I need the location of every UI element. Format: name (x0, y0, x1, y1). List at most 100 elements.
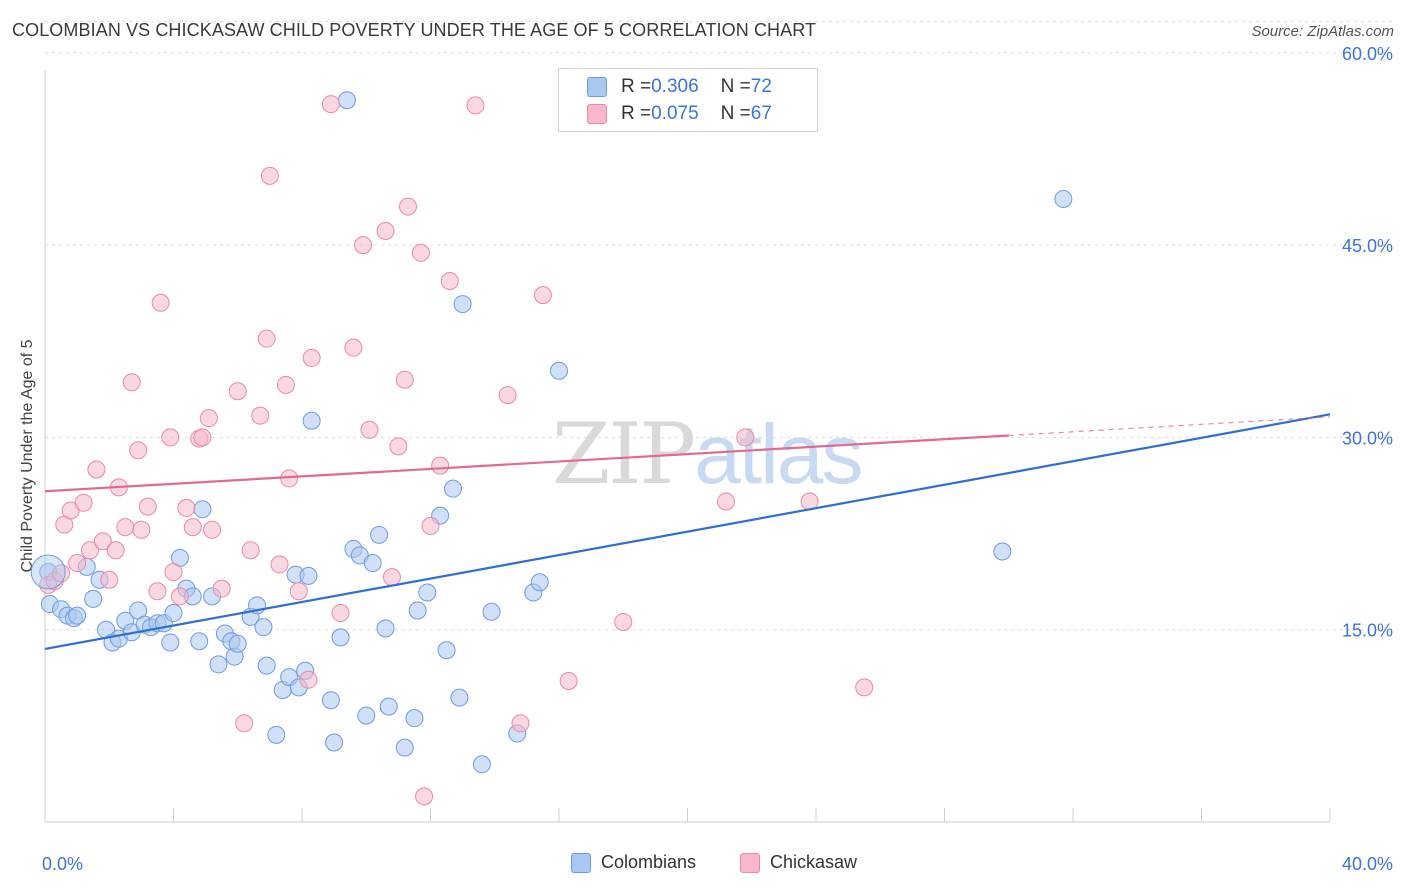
point-colombians (482, 602, 501, 621)
tick-labels: 15.0% 30.0% 45.0% 60.0% 0.0% 40.0% (42, 44, 1393, 874)
point-chickasaw (199, 409, 218, 428)
point-chickasaw (257, 329, 276, 348)
point-colombians (84, 589, 103, 608)
point-colombians (472, 755, 491, 774)
point-chickasaw (241, 541, 260, 560)
point-colombians (331, 628, 350, 647)
point-chickasaw (106, 541, 125, 560)
legend-n-label: N = (720, 76, 751, 97)
point-chickasaw (80, 541, 99, 560)
point-chickasaw (331, 604, 350, 623)
point-chickasaw (533, 286, 552, 305)
bottom-legend-swatch-chickasaw (740, 852, 760, 873)
point-chickasaw (399, 197, 418, 216)
point-colombians (190, 632, 209, 651)
point-colombians (363, 554, 382, 573)
point-chickasaw (736, 428, 755, 447)
bottom-legend-chickasaw: Chickasaw (740, 852, 857, 873)
point-colombians (357, 706, 376, 725)
legend-r-label: R = (621, 103, 652, 124)
point-chickasaw (415, 787, 434, 806)
data-points (30, 91, 1073, 806)
legend-n-label: N = (720, 103, 751, 124)
y-tick-label: 15.0% (1342, 621, 1393, 641)
point-colombians (450, 688, 469, 707)
point-chickasaw (203, 520, 222, 539)
point-chickasaw (431, 456, 450, 475)
bottom-legend-swatch-colombians (571, 852, 591, 873)
point-colombians (209, 655, 228, 674)
trend-line-colombians (44, 413, 1331, 651)
axes (44, 70, 1331, 823)
legend-r-value-chickasaw: 0.075 (651, 103, 699, 124)
point-colombians (395, 738, 414, 757)
correlation-legend: R = 0.306 N = 72 R = 0.075 N = 67 (558, 68, 818, 132)
watermark-atlas: atlas (694, 407, 863, 501)
x-tick-label-max: 40.0% (1342, 854, 1393, 874)
point-chickasaw (276, 375, 295, 394)
point-chickasaw (138, 497, 157, 516)
point-chickasaw (440, 271, 459, 290)
point-chickasaw (382, 568, 401, 587)
legend-n-value-colombians: 72 (750, 76, 772, 97)
point-chickasaw (161, 428, 180, 447)
point-colombians (164, 604, 183, 623)
legend-row-colombians: R = 0.306 N = 72 (587, 75, 772, 99)
point-chickasaw (260, 166, 279, 185)
point-colombians (453, 295, 472, 314)
point-colombians (418, 583, 437, 602)
point-chickasaw (717, 492, 736, 511)
point-colombians (325, 733, 344, 752)
point-colombians (321, 691, 340, 710)
point-colombians (254, 618, 273, 637)
point-colombians (228, 634, 247, 653)
point-chickasaw (354, 236, 373, 255)
point-chickasaw (235, 714, 254, 733)
point-colombians (405, 709, 424, 728)
point-colombians (370, 525, 389, 544)
point-chickasaw (559, 671, 578, 690)
bottom-legend-label-chickasaw: Chickasaw (770, 852, 858, 872)
bottom-legend-label-colombians: Colombians (601, 852, 697, 872)
point-chickasaw (170, 587, 189, 606)
point-chickasaw (177, 498, 196, 517)
point-colombians (993, 542, 1012, 561)
point-chickasaw (376, 221, 395, 240)
point-colombians (193, 500, 212, 519)
point-colombians (437, 641, 456, 660)
point-chickasaw (360, 420, 379, 439)
bottom-legend-colombians: Colombians (571, 852, 696, 873)
point-colombians (376, 619, 395, 638)
legend-swatch-colombians (587, 77, 607, 97)
point-colombians (530, 573, 549, 592)
gridlines (45, 20, 1392, 631)
y-tick-label: 30.0% (1342, 428, 1393, 448)
point-chickasaw (344, 338, 363, 357)
point-colombians (299, 566, 318, 585)
point-colombians (443, 479, 462, 498)
legend-row-chickasaw: R = 0.075 N = 67 (587, 102, 772, 126)
point-colombians (267, 725, 286, 744)
point-chickasaw (164, 563, 183, 582)
point-chickasaw (270, 555, 289, 574)
point-chickasaw (93, 532, 112, 551)
point-colombians (257, 656, 276, 675)
point-chickasaw (87, 460, 106, 479)
point-chickasaw (68, 554, 87, 573)
point-colombians (550, 361, 568, 380)
point-chickasaw (321, 95, 340, 114)
source-credit: Source: ZipAtlas.com (1251, 23, 1394, 40)
x-tick-label-min: 0.0% (42, 854, 83, 874)
point-chickasaw (193, 428, 212, 447)
point-chickasaw (129, 441, 148, 460)
point-chickasaw (421, 516, 440, 535)
point-colombians (379, 697, 398, 716)
point-chickasaw (466, 96, 485, 115)
point-colombians (337, 91, 356, 110)
point-colombians (302, 411, 321, 430)
point-chickasaw (251, 406, 270, 425)
point-cluster-colombians (30, 554, 66, 590)
chart-title: COLOMBIAN VS CHICKASAW CHILD POVERTY UND… (12, 20, 817, 40)
point-chickasaw (302, 348, 321, 367)
